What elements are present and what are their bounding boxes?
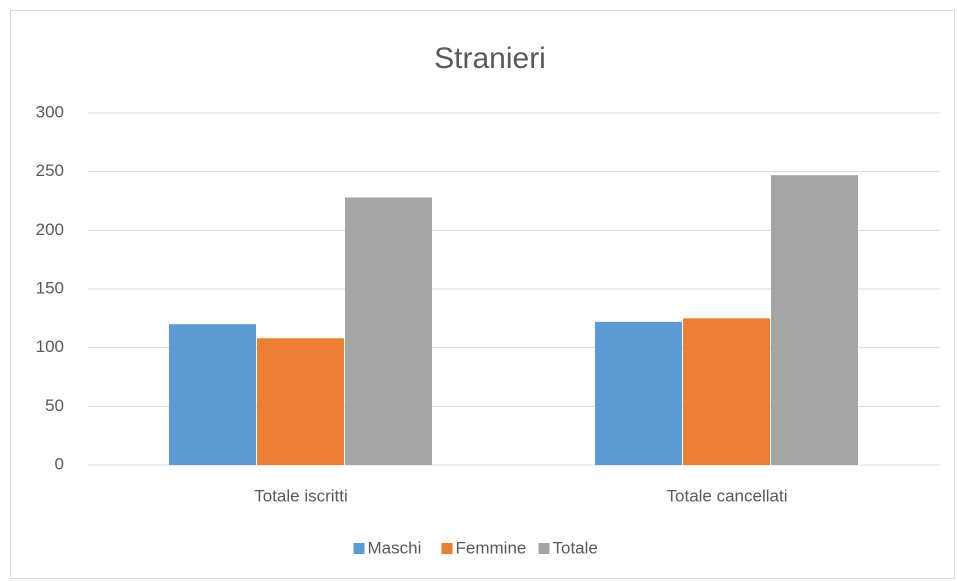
chart-title: Stranieri <box>434 42 546 75</box>
bar <box>595 321 682 465</box>
bar <box>345 197 432 466</box>
y-tick-label: 300 <box>36 102 64 121</box>
y-tick-label: 150 <box>36 278 64 297</box>
y-tick-label: 250 <box>36 161 64 180</box>
y-tick-label: 100 <box>36 337 64 356</box>
x-tick-label: Totale iscritti <box>254 486 348 505</box>
bar <box>771 175 858 466</box>
legend-swatch <box>538 543 550 554</box>
legend-label: Maschi <box>368 538 422 557</box>
legend-swatch <box>441 543 453 554</box>
bar <box>257 338 344 465</box>
bar <box>169 324 256 465</box>
legend-label: Totale <box>553 538 598 557</box>
y-tick-label: 50 <box>45 396 64 415</box>
y-tick-label: 200 <box>36 220 64 239</box>
x-tick-label: Totale cancellati <box>667 486 788 505</box>
legend-label: Femmine <box>456 538 527 557</box>
y-tick-label: 0 <box>55 454 64 473</box>
legend-swatch <box>353 543 365 554</box>
bar <box>683 318 770 465</box>
